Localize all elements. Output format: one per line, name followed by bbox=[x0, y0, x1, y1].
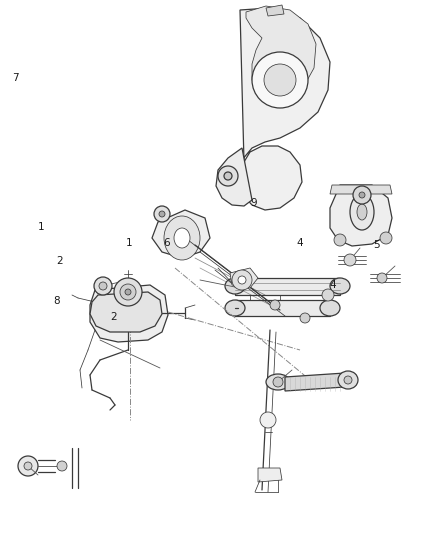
Circle shape bbox=[344, 254, 356, 266]
Polygon shape bbox=[238, 8, 330, 210]
Circle shape bbox=[57, 461, 67, 471]
Circle shape bbox=[114, 278, 142, 306]
Text: 8: 8 bbox=[53, 296, 60, 306]
Circle shape bbox=[322, 289, 334, 301]
Polygon shape bbox=[152, 210, 210, 258]
Circle shape bbox=[154, 206, 170, 222]
Polygon shape bbox=[90, 285, 168, 342]
Circle shape bbox=[159, 211, 165, 217]
Ellipse shape bbox=[330, 278, 350, 294]
Circle shape bbox=[252, 52, 308, 108]
Circle shape bbox=[359, 192, 365, 198]
Text: 4: 4 bbox=[329, 280, 336, 290]
Text: 2: 2 bbox=[110, 312, 117, 322]
Circle shape bbox=[260, 412, 276, 428]
Ellipse shape bbox=[357, 204, 367, 220]
Circle shape bbox=[224, 172, 232, 180]
Circle shape bbox=[300, 313, 310, 323]
Ellipse shape bbox=[350, 194, 374, 230]
Circle shape bbox=[218, 166, 238, 186]
Ellipse shape bbox=[164, 216, 200, 260]
Circle shape bbox=[120, 284, 136, 300]
Polygon shape bbox=[266, 5, 284, 16]
Polygon shape bbox=[330, 185, 392, 194]
Circle shape bbox=[94, 277, 112, 295]
Text: 2: 2 bbox=[56, 256, 63, 266]
Ellipse shape bbox=[266, 374, 290, 390]
Ellipse shape bbox=[320, 300, 340, 316]
Ellipse shape bbox=[174, 228, 190, 248]
Text: 1: 1 bbox=[126, 238, 133, 247]
Circle shape bbox=[232, 270, 252, 290]
Circle shape bbox=[24, 462, 32, 470]
Text: 7: 7 bbox=[12, 74, 19, 83]
Polygon shape bbox=[90, 292, 162, 332]
Circle shape bbox=[380, 232, 392, 244]
Circle shape bbox=[377, 273, 387, 283]
Polygon shape bbox=[285, 373, 345, 391]
Text: 6: 6 bbox=[163, 238, 170, 247]
Text: 1: 1 bbox=[38, 222, 45, 231]
Ellipse shape bbox=[225, 278, 245, 294]
Polygon shape bbox=[235, 300, 330, 316]
Circle shape bbox=[353, 186, 371, 204]
Circle shape bbox=[18, 456, 38, 476]
Circle shape bbox=[264, 64, 296, 96]
Circle shape bbox=[344, 376, 352, 384]
Text: 9: 9 bbox=[251, 198, 258, 207]
Circle shape bbox=[270, 300, 280, 310]
Circle shape bbox=[125, 289, 131, 295]
Circle shape bbox=[238, 276, 246, 284]
Polygon shape bbox=[330, 185, 392, 246]
Polygon shape bbox=[258, 468, 282, 482]
Circle shape bbox=[334, 234, 346, 246]
Polygon shape bbox=[246, 6, 316, 100]
Polygon shape bbox=[235, 278, 340, 295]
Ellipse shape bbox=[338, 371, 358, 389]
Polygon shape bbox=[216, 148, 252, 206]
Text: 5: 5 bbox=[373, 240, 380, 250]
Circle shape bbox=[273, 377, 283, 387]
Circle shape bbox=[99, 282, 107, 290]
Polygon shape bbox=[230, 268, 258, 288]
Text: 4: 4 bbox=[297, 238, 304, 247]
Ellipse shape bbox=[225, 300, 245, 316]
